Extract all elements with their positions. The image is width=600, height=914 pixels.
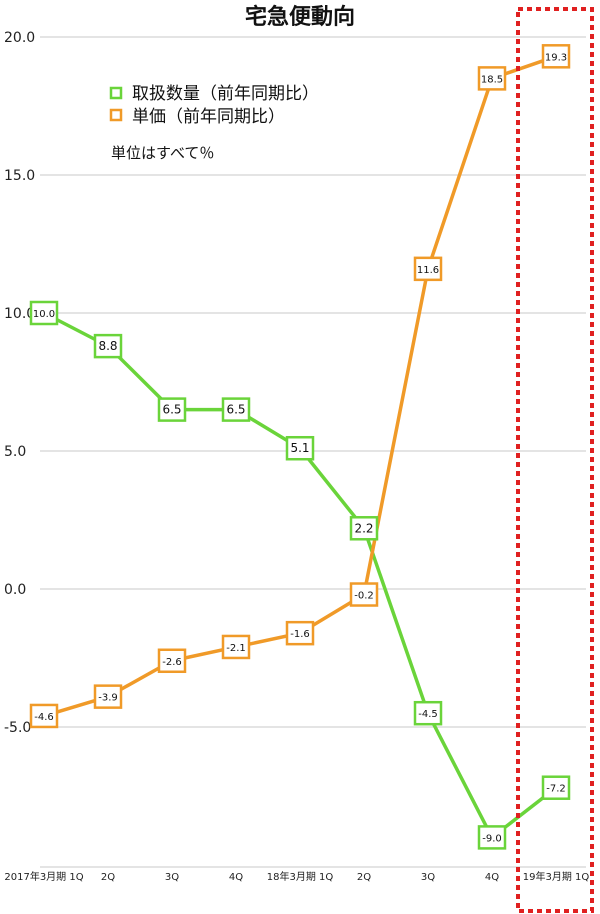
x-tick-label: 2Q xyxy=(101,872,115,883)
data-point-marker xyxy=(29,703,59,729)
data-point-marker xyxy=(285,435,315,461)
data-point-marker xyxy=(157,648,187,674)
data-point-marker xyxy=(221,634,251,660)
highlight-box xyxy=(516,7,594,913)
x-axis-ticks: 2017年3月期 1Q 2Q 3Q 4Q 18年3月期 1Q 2Q 3Q 4Q 19年3月期 1… xyxy=(4,870,589,883)
legend: 取扱数量（前年同期比） 単価（前年同期比） xyxy=(109,84,319,127)
grid-lines xyxy=(40,36,586,868)
y-tick-label: 20.0 xyxy=(4,30,35,46)
x-tick-label: 3Q xyxy=(421,872,435,883)
data-point-marker xyxy=(413,700,443,726)
data-point-marker xyxy=(477,66,507,91)
data-label: -2.1 xyxy=(226,643,246,654)
data-point-marker xyxy=(413,256,443,282)
x-tick-label: 4Q xyxy=(229,872,243,883)
legend-label-volume: 取扱数量（前年同期比） xyxy=(132,84,319,104)
data-point-marker xyxy=(541,44,571,69)
data-point-marker xyxy=(541,775,571,800)
legend-swatch-volume xyxy=(109,86,123,100)
x-tick-label: 2Q xyxy=(357,872,371,883)
data-point-marker xyxy=(221,397,251,422)
data-label: 2.2 xyxy=(354,521,373,535)
data-label: -4.6 xyxy=(34,712,54,723)
data-label: 11.6 xyxy=(417,265,439,276)
data-point-marker xyxy=(157,397,187,422)
data-point-marker xyxy=(93,333,123,359)
y-tick-label: 0.0 xyxy=(4,582,26,598)
data-point-marker xyxy=(349,582,379,607)
y-tick-label: 10.0 xyxy=(4,306,35,322)
x-tick-label: 19年3月期 1Q xyxy=(523,870,590,883)
data-label: -3.9 xyxy=(98,693,118,704)
legend-label-price: 単価（前年同期比） xyxy=(132,107,285,127)
series-line-0 xyxy=(43,311,558,840)
x-tick-label: 4Q xyxy=(485,872,499,883)
data-point-marker xyxy=(349,516,379,541)
data-label: -7.2 xyxy=(546,784,566,795)
data-label: -2.6 xyxy=(162,657,182,668)
data-label: -0.2 xyxy=(354,591,374,602)
data-label: 8.8 xyxy=(98,339,117,353)
data-label: -4.5 xyxy=(418,709,438,720)
unit-note: 単位はすべて％ xyxy=(111,144,214,162)
data-label: -9.0 xyxy=(482,833,502,844)
series-group: 10.0 8.8 6.5 6.5 5.1 2.2 -4.5 -9.0 -7.2 -4.6 -3.9 -… xyxy=(29,44,571,850)
data-label: 10.0 xyxy=(33,309,55,320)
data-label: -1.6 xyxy=(290,629,310,640)
data-label: 18.5 xyxy=(481,74,503,85)
chart-title: 宅急便動向 xyxy=(245,4,355,30)
data-point-marker xyxy=(285,620,315,646)
y-axis-ticks: 20.0 15.0 10.0 5.0 0.0 -5.0 xyxy=(4,30,35,736)
data-point-marker xyxy=(93,684,123,709)
data-label: 6.5 xyxy=(226,403,245,417)
x-tick-label: 2017年3月期 1Q xyxy=(4,870,83,883)
y-tick-label: 15.0 xyxy=(4,168,35,184)
y-tick-label: -5.0 xyxy=(4,720,31,736)
data-point-marker xyxy=(477,825,507,850)
y-tick-label: 5.0 xyxy=(4,444,26,460)
legend-swatch-price xyxy=(109,108,123,122)
data-label: 19.3 xyxy=(545,52,567,63)
x-tick-label: 18年3月期 1Q xyxy=(267,870,334,883)
x-tick-label: 3Q xyxy=(165,872,179,883)
data-label: 5.1 xyxy=(290,441,309,455)
data-point-marker xyxy=(29,300,59,326)
data-label: 6.5 xyxy=(162,403,181,417)
